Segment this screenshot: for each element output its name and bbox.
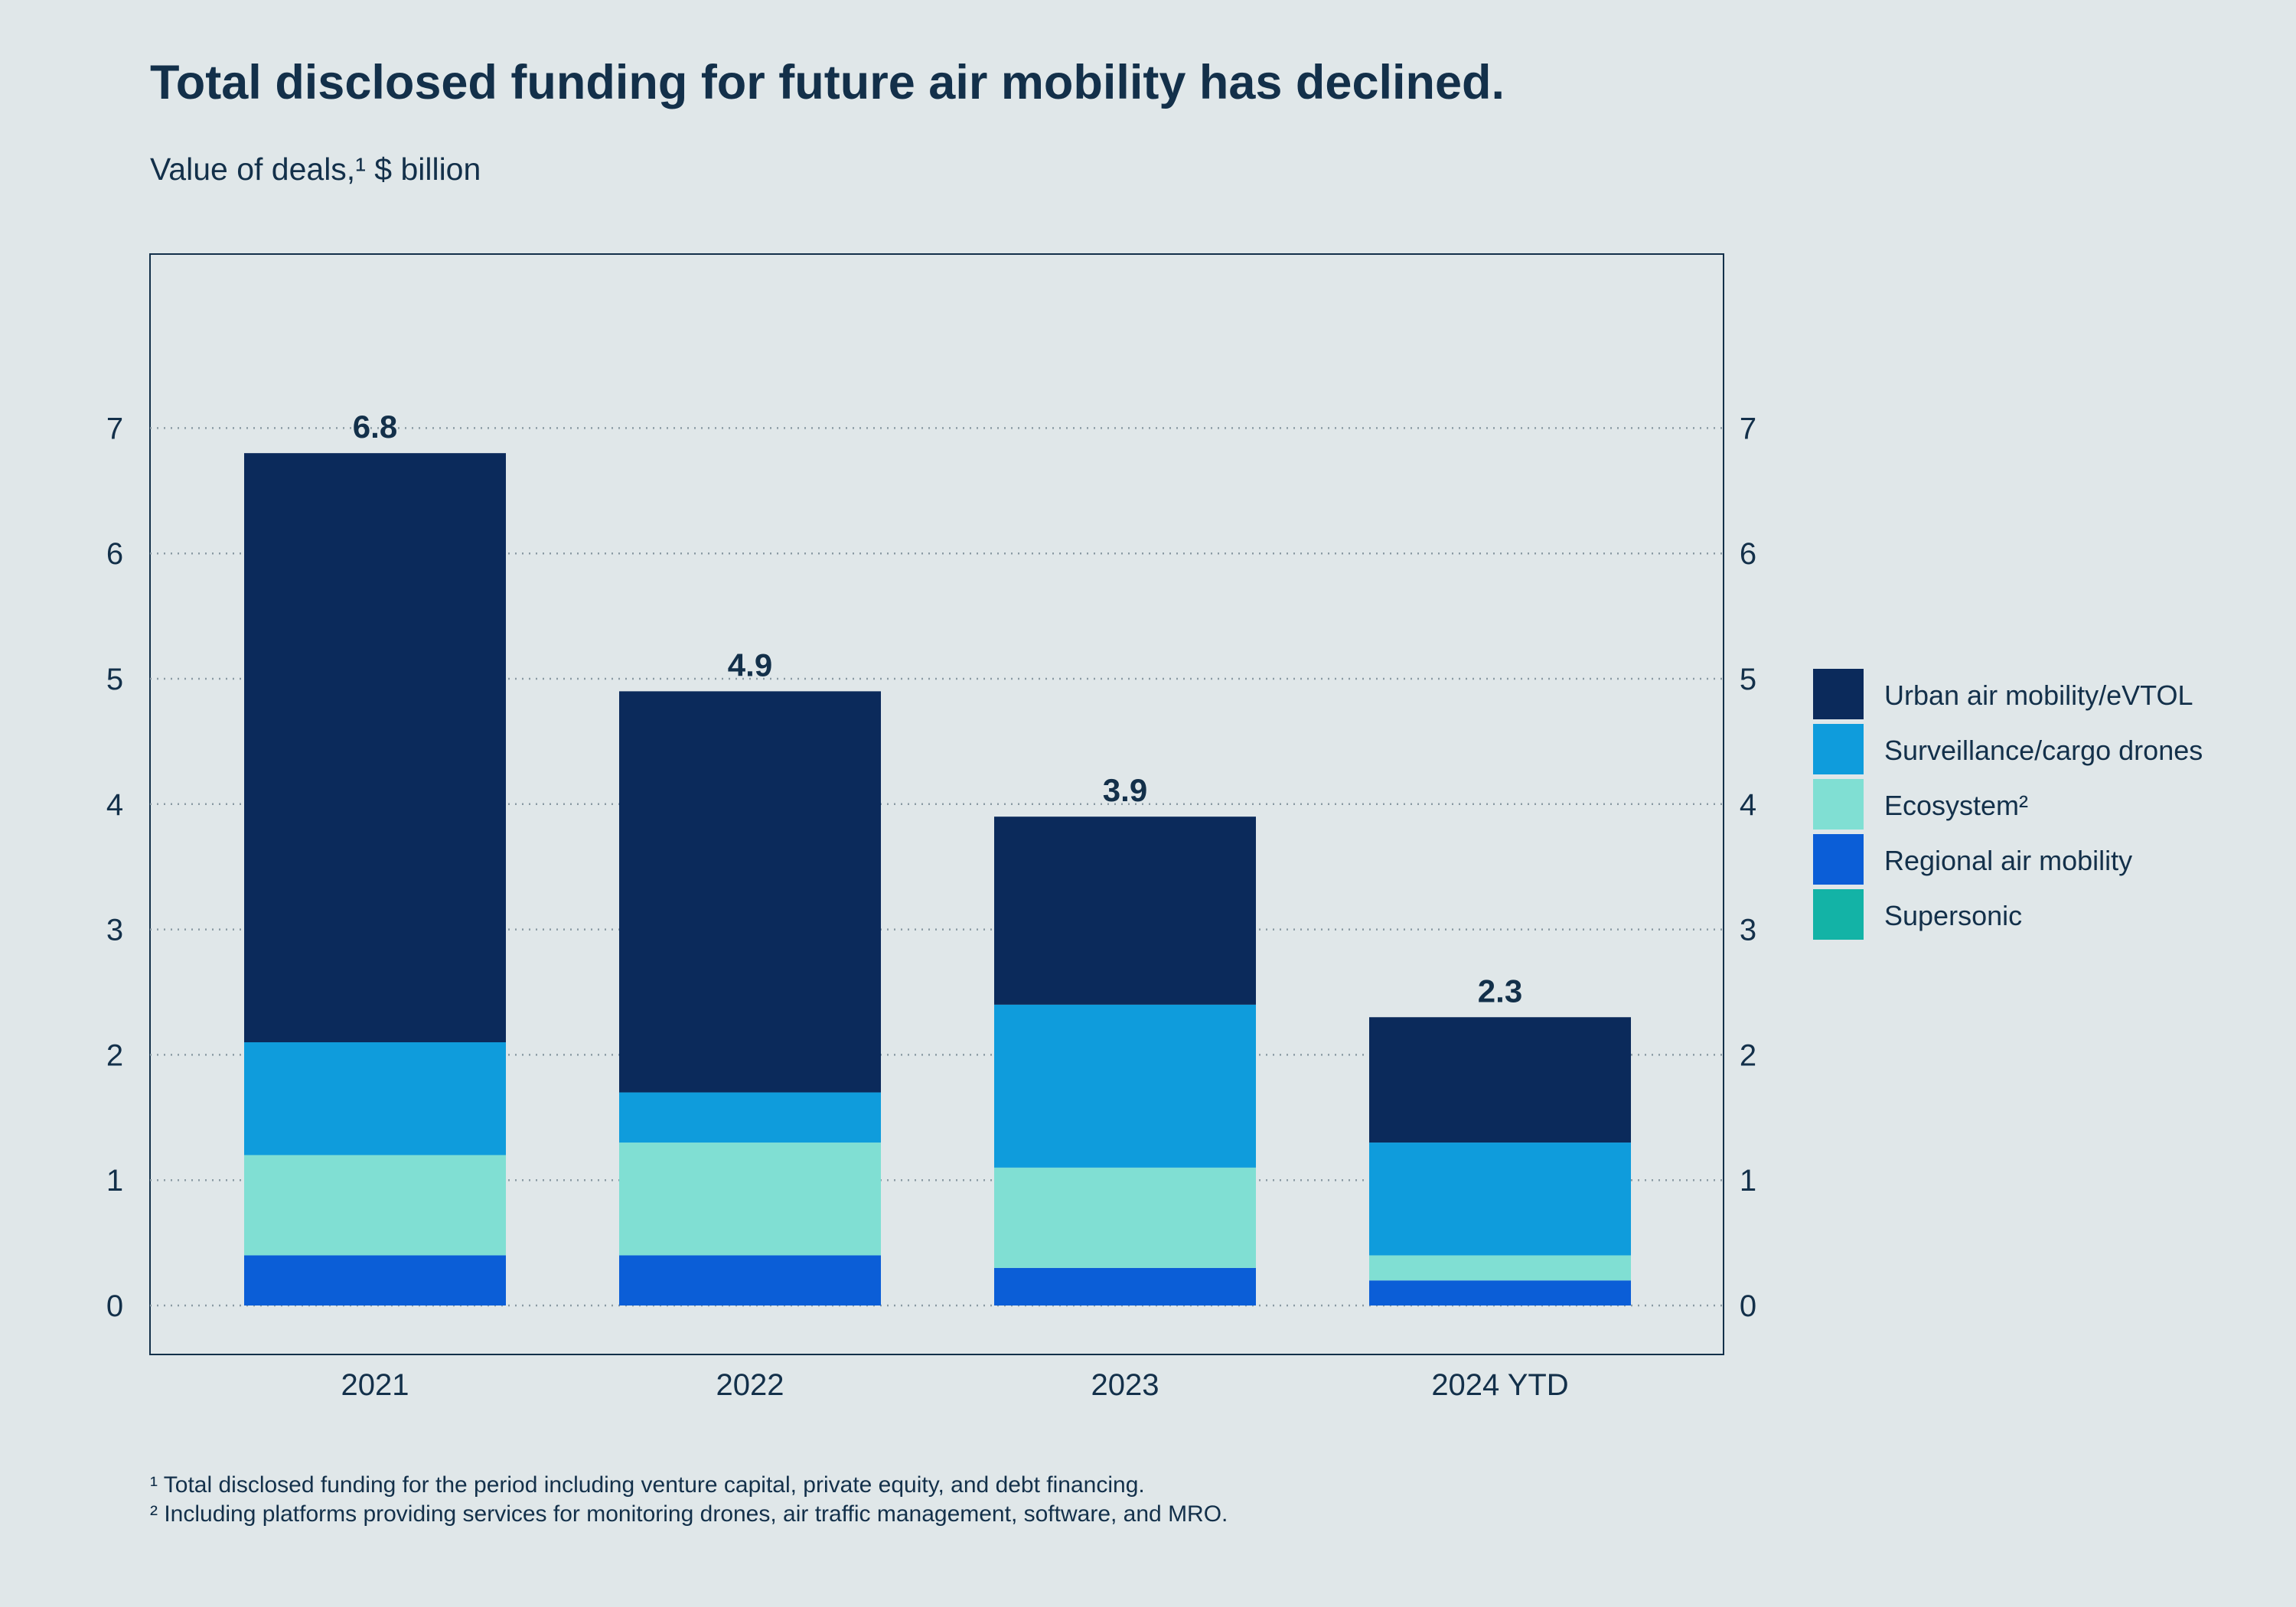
y-tick-left: 5: [106, 663, 123, 696]
x-tick-label: 2024 YTD: [1431, 1368, 1568, 1402]
y-tick-right: 4: [1740, 788, 1756, 822]
y-tick-left: 7: [106, 412, 123, 445]
y-tick-right: 0: [1740, 1289, 1756, 1323]
legend: Urban air mobility/eVTOL Surveillance/car…: [1813, 669, 2203, 940]
bar-segment: [244, 1155, 506, 1256]
legend-swatch: [1813, 834, 1864, 885]
legend-label: Ecosystem²: [1884, 790, 2028, 821]
footnote-1: ¹ Total disclosed funding for the period…: [150, 1472, 1145, 1498]
bar-segment: [994, 817, 1256, 1005]
bar-segment: [1369, 1143, 1631, 1256]
legend-swatch: [1813, 779, 1864, 830]
y-tick-left: 1: [106, 1164, 123, 1198]
total-label: 2.3: [1478, 973, 1522, 1009]
bar-segment: [619, 1255, 881, 1305]
bar-segment: [244, 1255, 506, 1305]
bar-segment: [1369, 1017, 1631, 1143]
stacked-bar-chart: 6.8 4.9 3.9 2.3 0 0 1 1 2 2 3 3 4 4 5 5 6 6 7 7 2021 2022 202…: [106, 253, 2203, 1402]
legend-swatch: [1813, 669, 1864, 719]
y-tick-right: 7: [1740, 412, 1756, 445]
y-tick-left: 0: [106, 1289, 123, 1323]
y-tick-right: 5: [1740, 663, 1756, 696]
bar-segment: [619, 691, 881, 1093]
bar-segment: [994, 1004, 1256, 1168]
y-tick-left: 4: [106, 788, 123, 822]
y-tick-right: 6: [1740, 537, 1756, 571]
legend-label: Supersonic: [1884, 900, 2022, 931]
total-label: 3.9: [1103, 772, 1147, 808]
bar-segment: [619, 1143, 881, 1256]
total-label: 4.9: [728, 647, 772, 683]
bar-segment: [994, 1267, 1256, 1305]
bar-segment: [244, 453, 506, 1043]
legend-swatch: [1813, 889, 1864, 940]
legend-swatch: [1813, 724, 1864, 774]
y-tick-left: 6: [106, 537, 123, 571]
footnote-2: ² Including platforms providing services…: [150, 1501, 1228, 1527]
bar-segment: [619, 1092, 881, 1143]
y-tick-right: 1: [1740, 1164, 1756, 1198]
legend-label: Regional air mobility: [1884, 845, 2132, 876]
bar-segment: [994, 1167, 1256, 1268]
legend-label: Surveillance/cargo drones: [1884, 735, 2203, 766]
y-tick-left: 2: [106, 1038, 123, 1072]
x-tick-label: 2022: [716, 1368, 784, 1402]
bars: [244, 453, 1631, 1305]
y-tick-right: 2: [1740, 1038, 1756, 1072]
data-labels: 6.8 4.9 3.9 2.3: [353, 409, 1522, 1009]
bar-segment: [1369, 1280, 1631, 1305]
bar-segment: [1369, 1255, 1631, 1281]
x-tick-label: 2021: [341, 1368, 409, 1402]
y-tick-right: 3: [1740, 914, 1756, 947]
bar-segment: [244, 1042, 506, 1156]
footnotes: ¹ Total disclosed funding for the period…: [150, 1471, 1228, 1529]
y-tick-left: 3: [106, 914, 123, 947]
chart-title: Total disclosed funding for future air m…: [150, 56, 1505, 109]
total-label: 6.8: [353, 409, 397, 445]
legend-label: Urban air mobility/eVTOL: [1884, 680, 2193, 711]
chart-subtitle: Value of deals,¹ $ billion: [150, 152, 481, 187]
axes: 0 0 1 1 2 2 3 3 4 4 5 5 6 6 7 7 2021 2022 2023 2024 YTD: [106, 412, 1756, 1402]
x-tick-label: 2023: [1091, 1368, 1159, 1402]
